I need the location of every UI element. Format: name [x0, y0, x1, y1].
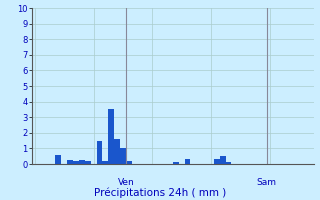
Bar — [79, 160, 85, 164]
Bar — [102, 161, 108, 164]
Text: Sam: Sam — [257, 178, 277, 187]
Bar — [220, 156, 226, 164]
Text: Précipitations 24h ( mm ): Précipitations 24h ( mm ) — [94, 188, 226, 198]
Bar — [73, 161, 79, 164]
Text: Ven: Ven — [117, 178, 134, 187]
Bar — [126, 161, 132, 164]
Bar — [55, 155, 61, 164]
Bar — [67, 160, 73, 164]
Bar — [173, 162, 179, 164]
Bar — [185, 159, 190, 164]
Bar — [108, 109, 114, 164]
Bar — [85, 161, 91, 164]
Bar — [214, 159, 220, 164]
Bar — [120, 148, 126, 164]
Bar — [97, 141, 102, 164]
Bar — [114, 139, 120, 164]
Bar — [226, 162, 231, 164]
